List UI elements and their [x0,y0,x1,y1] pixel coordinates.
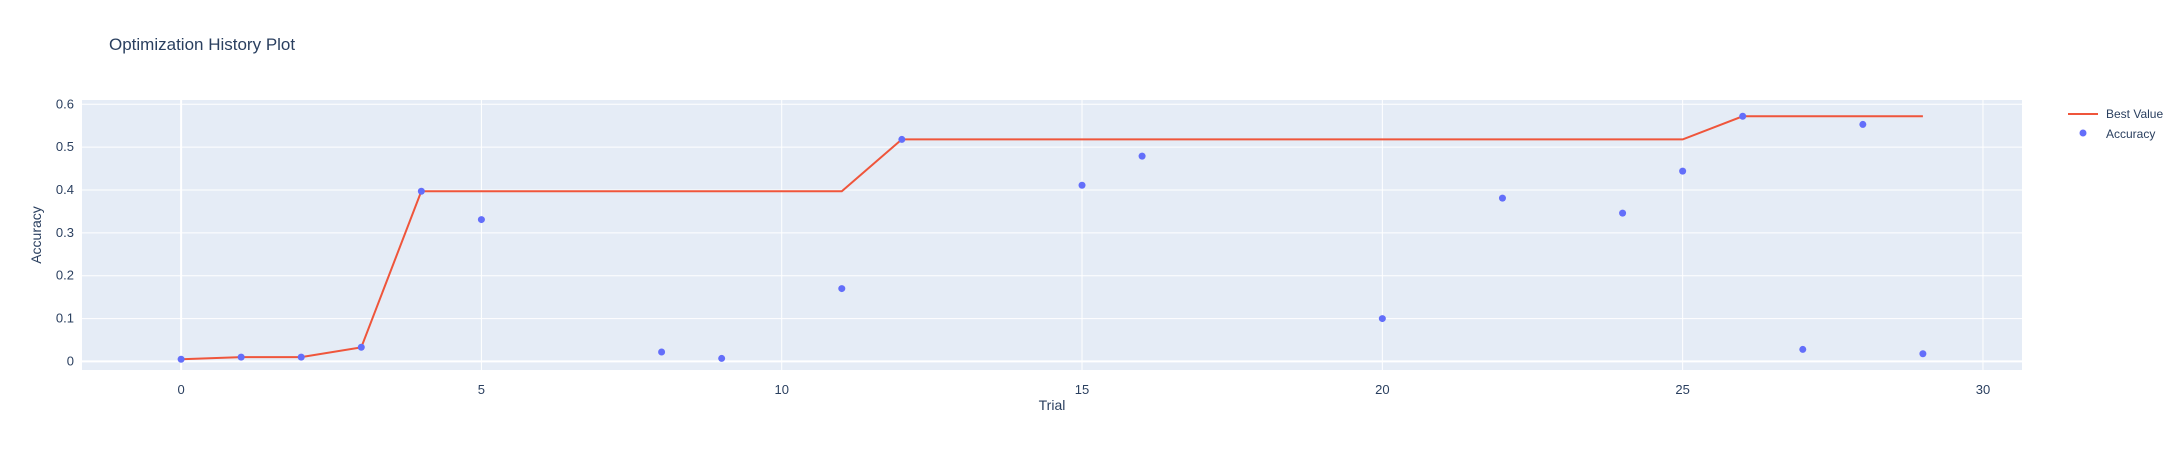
legend-item-accuracy[interactable]: Accuracy [2079,127,2156,141]
x-tick-labels: 0 5 10 15 20 25 30 [177,382,1990,397]
y-tick-label: 0.4 [56,182,74,197]
y-tick-label: 0.2 [56,268,74,283]
chart-title: Optimization History Plot [109,35,295,54]
accuracy-point[interactable] [898,135,906,143]
accuracy-point[interactable] [1859,120,1867,128]
accuracy-point[interactable] [357,343,365,351]
best-value-line [181,115,1923,361]
accuracy-point[interactable] [1078,181,1086,189]
y-tick-labels: 0 0.1 0.2 0.3 0.4 0.5 0.6 [56,96,74,368]
accuracy-point[interactable] [237,353,245,361]
y-axis-title: Accuracy [28,206,44,264]
x-tick-label: 0 [177,382,184,397]
x-tick-label: 10 [774,382,788,397]
best-value-series [181,115,1923,361]
x-axis-title: Trial [1039,397,1066,413]
y-tick-label: 0.6 [56,96,74,111]
accuracy-point[interactable] [1378,315,1386,323]
legend-accuracy-label: Accuracy [2106,127,2155,141]
y-tick-label: 0.5 [56,139,74,154]
accuracy-point[interactable] [1799,345,1807,353]
y-tick-label: 0.1 [56,311,74,326]
accuracy-series [177,112,1927,363]
accuracy-point[interactable] [1679,167,1687,175]
legend[interactable]: Best Value Accuracy [2068,107,2163,141]
x-gridlines [180,100,1984,370]
y-tick-label: 0.3 [56,225,74,240]
x-tick-label: 20 [1375,382,1389,397]
accuracy-point[interactable] [417,187,425,195]
accuracy-point[interactable] [1498,194,1506,202]
x-tick-label: 30 [1976,382,1990,397]
accuracy-point[interactable] [718,354,726,362]
legend-best-value-label: Best Value [2106,107,2163,121]
accuracy-point[interactable] [1739,112,1747,120]
accuracy-point[interactable] [1919,350,1927,358]
accuracy-point[interactable] [838,285,846,293]
accuracy-point[interactable] [658,348,666,356]
x-tick-label: 25 [1675,382,1689,397]
accuracy-point[interactable] [477,216,485,224]
x-tick-label: 15 [1075,382,1089,397]
y-tick-label: 0 [67,353,74,368]
accuracy-point[interactable] [297,353,305,361]
accuracy-point[interactable] [177,355,185,363]
legend-item-best-value[interactable]: Best Value [2068,107,2163,121]
accuracy-point[interactable] [1138,152,1146,160]
x-tick-label: 5 [478,382,485,397]
plot-area [82,100,2022,370]
accuracy-point[interactable] [1619,209,1627,217]
legend-accuracy-swatch [2079,129,2087,137]
